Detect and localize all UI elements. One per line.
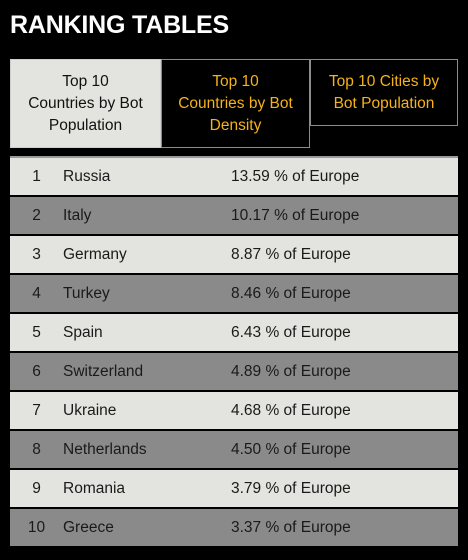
country-cell: Switzerland [63, 352, 231, 392]
tab-label: Top 10 Countries by Bot Density [178, 72, 293, 134]
rank-cell: 3 [10, 235, 63, 275]
rank-cell: 2 [10, 196, 63, 236]
rank-cell: 4 [10, 274, 63, 314]
value-cell: 3.79 % of Europe [231, 469, 458, 509]
country-cell: Germany [63, 235, 231, 275]
rank-cell: 10 [10, 508, 63, 546]
ranking-table: 1 Russia 13.59 % of Europe 2 Italy 10.17… [10, 156, 458, 546]
rank-cell: 6 [10, 352, 63, 392]
country-cell: Netherlands [63, 430, 231, 470]
table-row: 7 Ukraine 4.68 % of Europe [10, 391, 458, 431]
table-row: 10 Greece 3.37 % of Europe [10, 508, 458, 546]
ranking-tabs: Top 10 Countries by Bot Population Top 1… [10, 59, 458, 148]
country-cell: Russia [63, 157, 231, 197]
table-row: 4 Turkey 8.46 % of Europe [10, 274, 458, 314]
value-cell: 3.37 % of Europe [231, 508, 458, 546]
table-row: 1 Russia 13.59 % of Europe [10, 157, 458, 197]
table-row: 5 Spain 6.43 % of Europe [10, 313, 458, 353]
rank-cell: 5 [10, 313, 63, 353]
value-cell: 10.17 % of Europe [231, 196, 458, 236]
country-cell: Romania [63, 469, 231, 509]
tab-label: Top 10 Cities by Bot Population [328, 72, 440, 112]
country-cell: Spain [63, 313, 231, 353]
value-cell: 4.89 % of Europe [231, 352, 458, 392]
value-cell: 8.87 % of Europe [231, 235, 458, 275]
page-title: RANKING TABLES [10, 11, 229, 39]
country-cell: Italy [63, 196, 231, 236]
value-cell: 13.59 % of Europe [231, 157, 458, 197]
table-row: 3 Germany 8.87 % of Europe [10, 235, 458, 275]
value-cell: 8.46 % of Europe [231, 274, 458, 314]
country-cell: Ukraine [63, 391, 231, 431]
rank-cell: 8 [10, 430, 63, 470]
tab-countries-by-bot-population[interactable]: Top 10 Countries by Bot Population [10, 59, 161, 148]
rank-cell: 9 [10, 469, 63, 509]
country-cell: Turkey [63, 274, 231, 314]
tab-cities-by-bot-population[interactable]: Top 10 Cities by Bot Population [310, 59, 458, 126]
table-row: 9 Romania 3.79 % of Europe [10, 469, 458, 509]
rank-cell: 7 [10, 391, 63, 431]
table-row: 6 Switzerland 4.89 % of Europe [10, 352, 458, 392]
rank-cell: 1 [10, 157, 63, 197]
value-cell: 4.68 % of Europe [231, 391, 458, 431]
value-cell: 6.43 % of Europe [231, 313, 458, 353]
table-row: 2 Italy 10.17 % of Europe [10, 196, 458, 236]
table-row: 8 Netherlands 4.50 % of Europe [10, 430, 458, 470]
value-cell: 4.50 % of Europe [231, 430, 458, 470]
tab-label: Top 10 Countries by Bot Population [28, 72, 143, 134]
tab-countries-by-bot-density[interactable]: Top 10 Countries by Bot Density [161, 59, 310, 148]
country-cell: Greece [63, 508, 231, 546]
